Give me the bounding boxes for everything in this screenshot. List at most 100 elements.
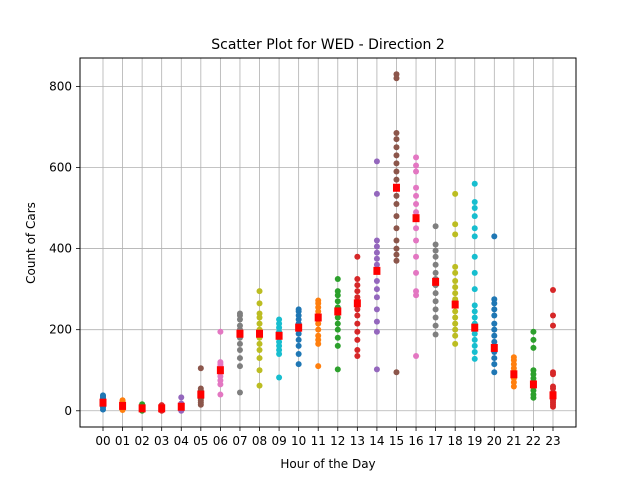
data-point	[432, 253, 439, 260]
data-point	[373, 158, 380, 165]
x-tick-label: 11	[311, 434, 326, 448]
data-point	[471, 342, 478, 349]
data-point	[373, 294, 380, 301]
mean-marker	[158, 404, 166, 413]
data-point	[471, 269, 478, 276]
y-axis-label: Count of Cars	[24, 202, 38, 284]
data-point	[491, 332, 498, 339]
data-point	[452, 190, 459, 197]
mean-marker	[373, 266, 381, 275]
data-point	[256, 340, 263, 347]
data-point	[373, 237, 380, 244]
data-point	[452, 290, 459, 297]
data-point	[276, 374, 283, 381]
data-point	[452, 326, 459, 333]
x-tick-label: 22	[526, 434, 541, 448]
data-point	[413, 237, 420, 244]
data-point	[373, 286, 380, 293]
data-point	[491, 338, 498, 345]
data-point	[354, 353, 361, 360]
data-point	[295, 336, 302, 343]
data-point	[530, 336, 537, 343]
data-point	[432, 331, 439, 338]
mean-marker	[529, 380, 537, 389]
data-point	[452, 263, 459, 270]
data-point	[393, 168, 400, 175]
data-point	[550, 383, 556, 390]
data-point	[413, 154, 420, 161]
data-point	[100, 392, 106, 399]
data-point	[354, 294, 361, 301]
chart-title: Scatter Plot for WED - Direction 2	[211, 37, 445, 53]
data-point	[373, 306, 380, 313]
data-point	[452, 278, 459, 285]
data-point	[236, 340, 243, 347]
data-point	[295, 306, 302, 313]
mean-marker	[432, 277, 440, 286]
data-point	[550, 286, 556, 293]
data-point	[197, 365, 204, 372]
mean-marker	[549, 391, 557, 400]
data-point	[217, 328, 224, 335]
x-tick-label: 00	[95, 434, 110, 448]
mean-marker	[99, 398, 107, 407]
data-point	[491, 369, 498, 376]
data-point	[432, 314, 439, 321]
x-tick-label: 01	[115, 434, 130, 448]
data-point	[393, 176, 400, 183]
x-tick-label: 19	[467, 434, 482, 448]
data-point	[373, 318, 380, 325]
data-point	[354, 282, 361, 289]
data-point	[393, 237, 400, 244]
x-tick-label: 14	[369, 434, 384, 448]
x-tick-label: 15	[389, 434, 404, 448]
data-point	[276, 316, 283, 323]
x-tick-label: 08	[252, 434, 267, 448]
data-point	[432, 290, 439, 297]
x-tick-label: 04	[174, 434, 189, 448]
data-point	[334, 298, 341, 305]
data-point	[413, 288, 420, 295]
data-point	[354, 346, 361, 353]
x-tick-label: 12	[330, 434, 345, 448]
data-point	[452, 308, 459, 315]
mean-marker	[256, 329, 264, 338]
y-tick-label: 0	[64, 404, 72, 418]
data-point	[491, 306, 498, 313]
data-point	[413, 353, 420, 360]
data-point	[471, 330, 478, 337]
data-point	[471, 198, 478, 205]
x-tick-label: 10	[291, 434, 306, 448]
data-point	[236, 355, 243, 362]
y-tick-label: 400	[49, 242, 72, 256]
data-point	[236, 363, 243, 370]
data-point	[471, 308, 478, 315]
mean-marker	[314, 313, 322, 322]
x-tick-label: 05	[193, 434, 208, 448]
data-point	[373, 328, 380, 335]
data-point	[393, 136, 400, 143]
data-point	[471, 336, 478, 343]
mean-marker	[177, 402, 185, 411]
data-point	[413, 209, 420, 216]
data-point	[354, 328, 361, 335]
x-tick-label: 17	[428, 434, 443, 448]
data-point	[373, 255, 380, 262]
data-point	[315, 363, 322, 370]
x-axis: 00 01 02 03 04 05 06 07 08 09 10 11 12 13 14 15 16 17 18 19…	[95, 427, 561, 448]
data-point	[393, 213, 400, 220]
data-point	[256, 288, 263, 295]
mean-marker	[295, 323, 303, 332]
x-tick-label: 21	[506, 434, 521, 448]
data-point	[471, 180, 478, 187]
data-point	[236, 322, 243, 329]
data-point	[256, 382, 263, 389]
data-point	[354, 253, 361, 260]
data-point	[550, 322, 556, 329]
data-point	[452, 332, 459, 339]
data-point	[236, 389, 243, 396]
x-tick-label: 16	[408, 434, 423, 448]
data-point	[413, 184, 420, 191]
